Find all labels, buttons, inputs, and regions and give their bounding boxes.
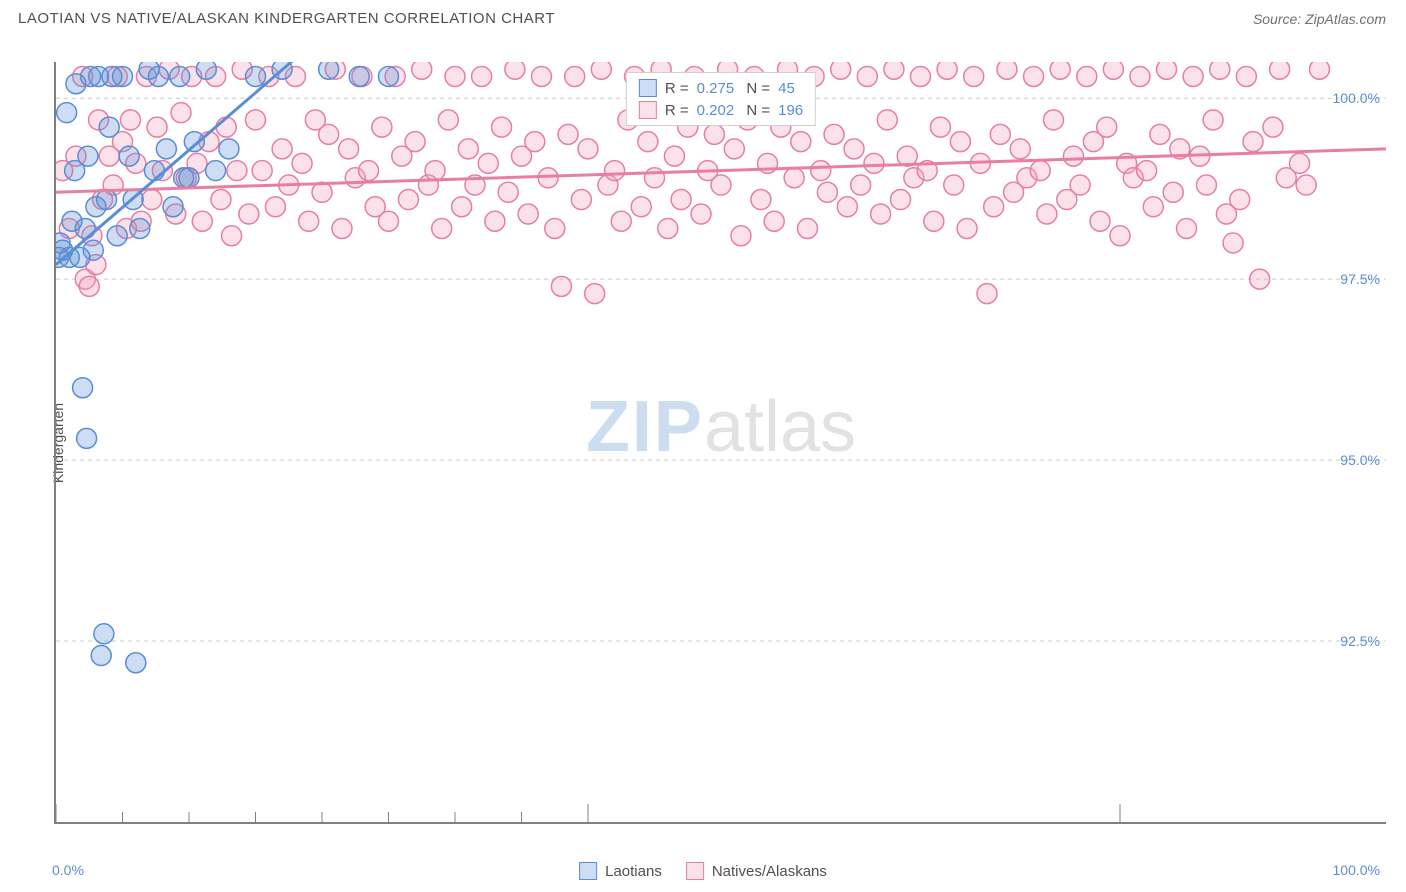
legend-swatch-s2 xyxy=(639,101,657,119)
legend-item-s2: Natives/Alaskans xyxy=(686,862,827,880)
n-label-2: N = xyxy=(742,102,770,119)
scatter-svg xyxy=(56,62,1386,822)
r-value-2: 0.202 xyxy=(697,102,735,119)
legend-item-s1: Laotians xyxy=(579,862,662,880)
y-tick-label: 97.5% xyxy=(1340,271,1380,287)
y-tick-label: 92.5% xyxy=(1340,633,1380,649)
legend-swatch-icon xyxy=(686,862,704,880)
legend-label-s2: Natives/Alaskans xyxy=(712,863,827,880)
legend-series: Laotians Natives/Alaskans xyxy=(579,862,827,880)
legend-label-s1: Laotians xyxy=(605,863,662,880)
x-axis-min-label: 0.0% xyxy=(52,862,84,878)
chart-title: LAOTIAN VS NATIVE/ALASKAN KINDERGARTEN C… xyxy=(18,10,555,27)
chart-area: Kindergarten ZIPatlas R = 0.275 N = 45 R… xyxy=(18,44,1386,842)
plot-region: ZIPatlas R = 0.275 N = 45 R = 0.202 N = … xyxy=(54,62,1386,824)
n-value-1: 45 xyxy=(778,80,795,97)
r-value-1: 0.275 xyxy=(697,80,735,97)
y-tick-label: 95.0% xyxy=(1340,452,1380,468)
chart-header: LAOTIAN VS NATIVE/ALASKAN KINDERGARTEN C… xyxy=(0,0,1406,35)
legend-stats: R = 0.275 N = 45 R = 0.202 N = 196 xyxy=(626,72,816,126)
y-tick-label: 100.0% xyxy=(1333,90,1380,106)
n-value-2: 196 xyxy=(778,102,803,119)
x-axis-max-label: 100.0% xyxy=(1333,862,1380,878)
r-label-2: R = xyxy=(665,102,689,119)
chart-source: Source: ZipAtlas.com xyxy=(1253,11,1386,27)
legend-swatch-icon xyxy=(579,862,597,880)
legend-swatch-s1 xyxy=(639,79,657,97)
legend-stats-row-2: R = 0.202 N = 196 xyxy=(635,99,807,121)
n-label-1: N = xyxy=(742,80,770,97)
legend-stats-row-1: R = 0.275 N = 45 xyxy=(635,77,807,99)
r-label-1: R = xyxy=(665,80,689,97)
